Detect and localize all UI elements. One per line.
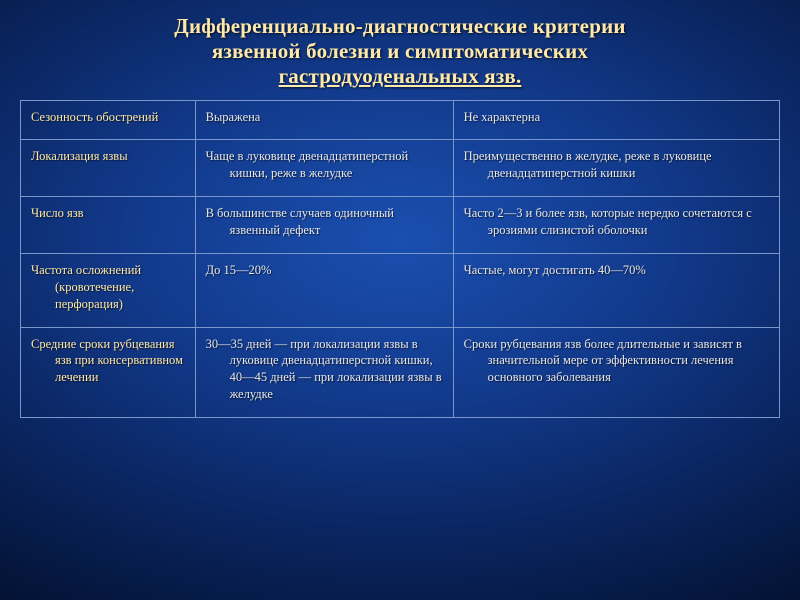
- table-row: Число язв В большинстве случаев одиночны…: [21, 197, 780, 254]
- criteria-table: Сезонность обострений Выражена Не характ…: [20, 100, 780, 419]
- row-col3: Частые, могут достигать 40—70%: [453, 253, 779, 327]
- row-label: Локализация язвы: [21, 140, 196, 197]
- row-col2: До 15—20%: [195, 253, 453, 327]
- table-row: Средние сроки рубцевания язв при консерв…: [21, 327, 780, 418]
- title-line-1: Дифференциально-диагностические критерии: [174, 14, 625, 38]
- row-col2: Выражена: [195, 100, 453, 140]
- row-label: Средние сроки рубцевания язв при консерв…: [21, 327, 196, 418]
- row-col3: Часто 2—3 и более язв, которые нередко с…: [453, 197, 779, 254]
- slide-title: Дифференциально-диагностические критерии…: [20, 14, 780, 90]
- row-col3: Преимущественно в желудке, реже в лукови…: [453, 140, 779, 197]
- row-col2: В большинстве случаев одиночный язвенный…: [195, 197, 453, 254]
- row-col2: Чаще в луковице двенадцатиперстной кишки…: [195, 140, 453, 197]
- row-col3: Сроки рубцевания язв более длительные и …: [453, 327, 779, 418]
- row-col2: 30—35 дней — при локализации язвы в луко…: [195, 327, 453, 418]
- table-row: Частота осложнений (кровотечение, перфор…: [21, 253, 780, 327]
- row-col3: Не характерна: [453, 100, 779, 140]
- slide: Дифференциально-диагностические критерии…: [0, 0, 800, 600]
- title-line-3: гастродуоденальных язв.: [279, 64, 522, 88]
- row-label: Частота осложнений (кровотечение, перфор…: [21, 253, 196, 327]
- table-row: Сезонность обострений Выражена Не характ…: [21, 100, 780, 140]
- title-line-2: язвенной болезни и симптоматических: [212, 39, 588, 63]
- table-row: Локализация язвы Чаще в луковице двенадц…: [21, 140, 780, 197]
- row-label: Число язв: [21, 197, 196, 254]
- row-label: Сезонность обострений: [21, 100, 196, 140]
